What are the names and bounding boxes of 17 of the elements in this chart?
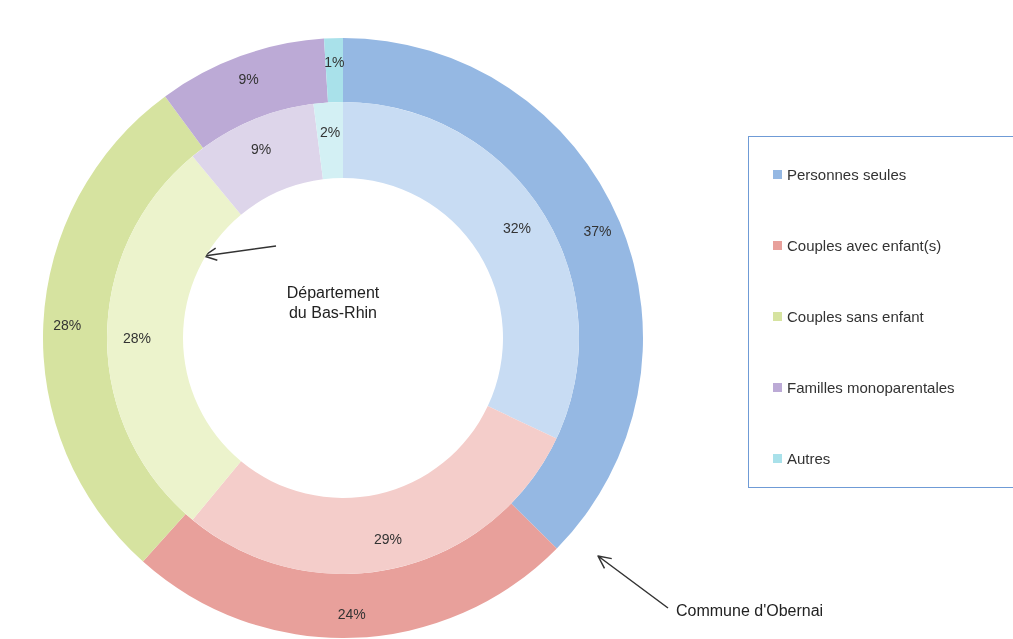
slice-label: Département du Bas-Rhin: [286, 284, 380, 321]
data-label: 9%: [251, 140, 272, 157]
legend-label: Couples avec enfant(s): [787, 237, 942, 254]
slice-label: Commune d'Obernai: [676, 602, 824, 619]
data-label: 1%: [324, 54, 345, 71]
data-label: 28%: [53, 316, 82, 333]
data-label: 37%: [583, 223, 612, 240]
data-label: 24%: [337, 605, 366, 622]
data-label: 2%: [319, 124, 341, 141]
data-label: 28%: [122, 330, 152, 346]
legend-label: Autres: [787, 450, 831, 467]
legend-label: Couples sans enfant: [787, 308, 924, 325]
data-label: 29%: [373, 531, 402, 548]
data-label: 32%: [502, 219, 531, 236]
legend-label: Familles monoparentales: [787, 379, 955, 396]
data-label: 9%: [238, 70, 259, 87]
legend-label: Personnes seules: [787, 166, 907, 183]
